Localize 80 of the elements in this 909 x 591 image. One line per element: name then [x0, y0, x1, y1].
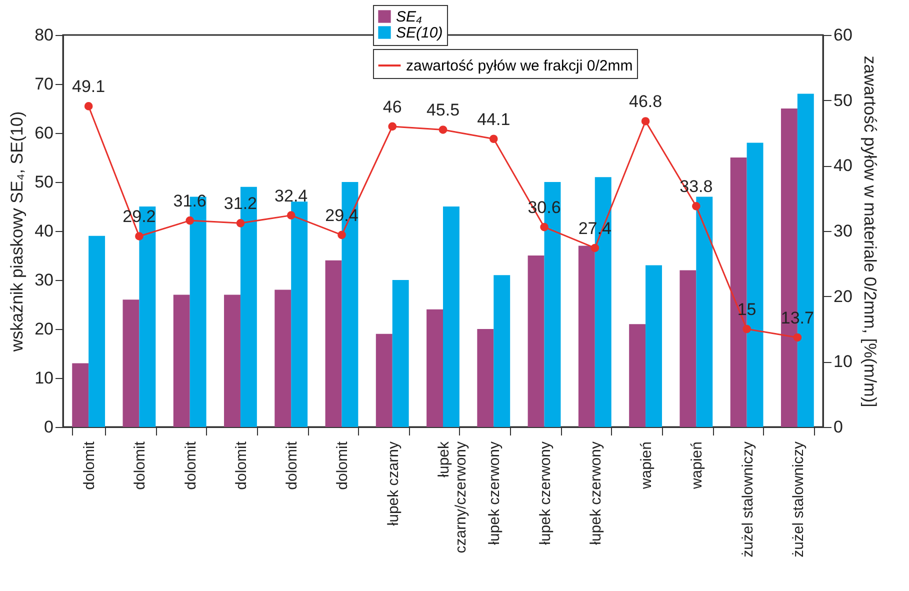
x-tick-label: wapień — [638, 442, 656, 490]
bar — [443, 206, 460, 427]
x-tick-label: dolomit — [334, 440, 352, 490]
bar — [392, 280, 409, 427]
data-label: 44.1 — [477, 110, 510, 129]
x-tick-label: łupek czarny — [384, 441, 402, 526]
x-tick-label: łupek czerwony — [486, 441, 504, 545]
point — [590, 244, 600, 252]
y-tick-label: 70 — [34, 74, 54, 94]
point — [135, 232, 144, 240]
x-tick-label: dolomit — [132, 440, 149, 490]
legend-label: SE(10) — [396, 24, 443, 42]
y2-tick-label: 40 — [834, 156, 852, 176]
x-tick-label: wapień — [688, 442, 706, 490]
data-label: 49.1 — [72, 77, 106, 96]
y2-tick-label: 60 — [834, 26, 852, 44]
bar — [696, 196, 713, 427]
y-tick-label: 20 — [34, 320, 54, 338]
y-axis-title: wskaźnik piaskowy SE₄, SE(10) — [8, 111, 27, 353]
point — [692, 202, 700, 210]
point — [286, 211, 296, 220]
point — [338, 230, 346, 240]
point — [236, 219, 245, 228]
data-label: 32.4 — [274, 186, 308, 206]
y-tick-label: 60 — [34, 124, 54, 142]
bar — [426, 309, 443, 427]
y2-tick-label: 10 — [834, 352, 852, 372]
y-tick-label: 40 — [34, 222, 54, 240]
y2-tick-label: 30 — [834, 222, 852, 240]
data-label: 30.6 — [528, 198, 561, 218]
bar — [173, 294, 190, 427]
bar — [274, 290, 292, 427]
data-label: 31.2 — [224, 194, 258, 214]
data-label: 27.4 — [578, 218, 612, 238]
y-tick-label: 0 — [44, 418, 54, 436]
data-label: 46.8 — [628, 92, 662, 112]
bar — [680, 270, 696, 427]
bar — [122, 300, 140, 427]
y-tick-label: 30 — [34, 270, 54, 290]
bar — [578, 246, 595, 427]
legend-label: zawartość pyłów we frakcji 0/2mm — [406, 58, 633, 74]
y-tick-label: 50 — [34, 172, 54, 192]
x-tick-label: dolomit — [284, 440, 301, 490]
bar — [88, 236, 106, 427]
y2-tick-label: 0 — [834, 418, 843, 436]
bar — [291, 202, 308, 427]
bar — [376, 334, 392, 427]
y2-tick-label: 50 — [834, 90, 852, 110]
data-label: 46 — [382, 97, 402, 116]
y-tick-label: 80 — [34, 26, 54, 44]
bar — [325, 260, 342, 427]
point — [438, 126, 448, 134]
x-tick-label: łupek czerwony — [536, 441, 554, 545]
x-tick-label: żużel stalowniczy — [790, 441, 807, 558]
point — [84, 102, 93, 110]
point — [489, 134, 498, 144]
bar — [224, 294, 240, 427]
point — [388, 122, 397, 131]
point — [793, 333, 802, 342]
bar — [646, 265, 662, 427]
y2-tick-label: 20 — [834, 286, 852, 306]
bar — [72, 363, 89, 427]
x-tick-label: łupek czerwony — [587, 441, 604, 545]
data-label: 29.4 — [325, 206, 358, 225]
data-label: 45.5 — [426, 100, 460, 120]
bar — [629, 324, 646, 427]
x-tick-label: dolomit — [232, 440, 250, 490]
point — [641, 117, 650, 126]
x-tick-label: dolomit — [182, 440, 200, 490]
point — [540, 222, 548, 232]
x-tick-label: żużel stalowniczy — [739, 441, 756, 558]
bar — [477, 329, 494, 427]
x-tick-label: dolomit — [81, 440, 98, 490]
point — [742, 324, 751, 334]
bar — [494, 275, 510, 427]
bar — [528, 256, 544, 427]
legend-label: SE₄ — [396, 8, 422, 26]
point — [186, 216, 194, 225]
y2-axis-title: zawartość pyłów w materiale 0/2mm, [%(m/m)] — [860, 56, 880, 408]
y-tick-label: 10 — [34, 368, 54, 388]
